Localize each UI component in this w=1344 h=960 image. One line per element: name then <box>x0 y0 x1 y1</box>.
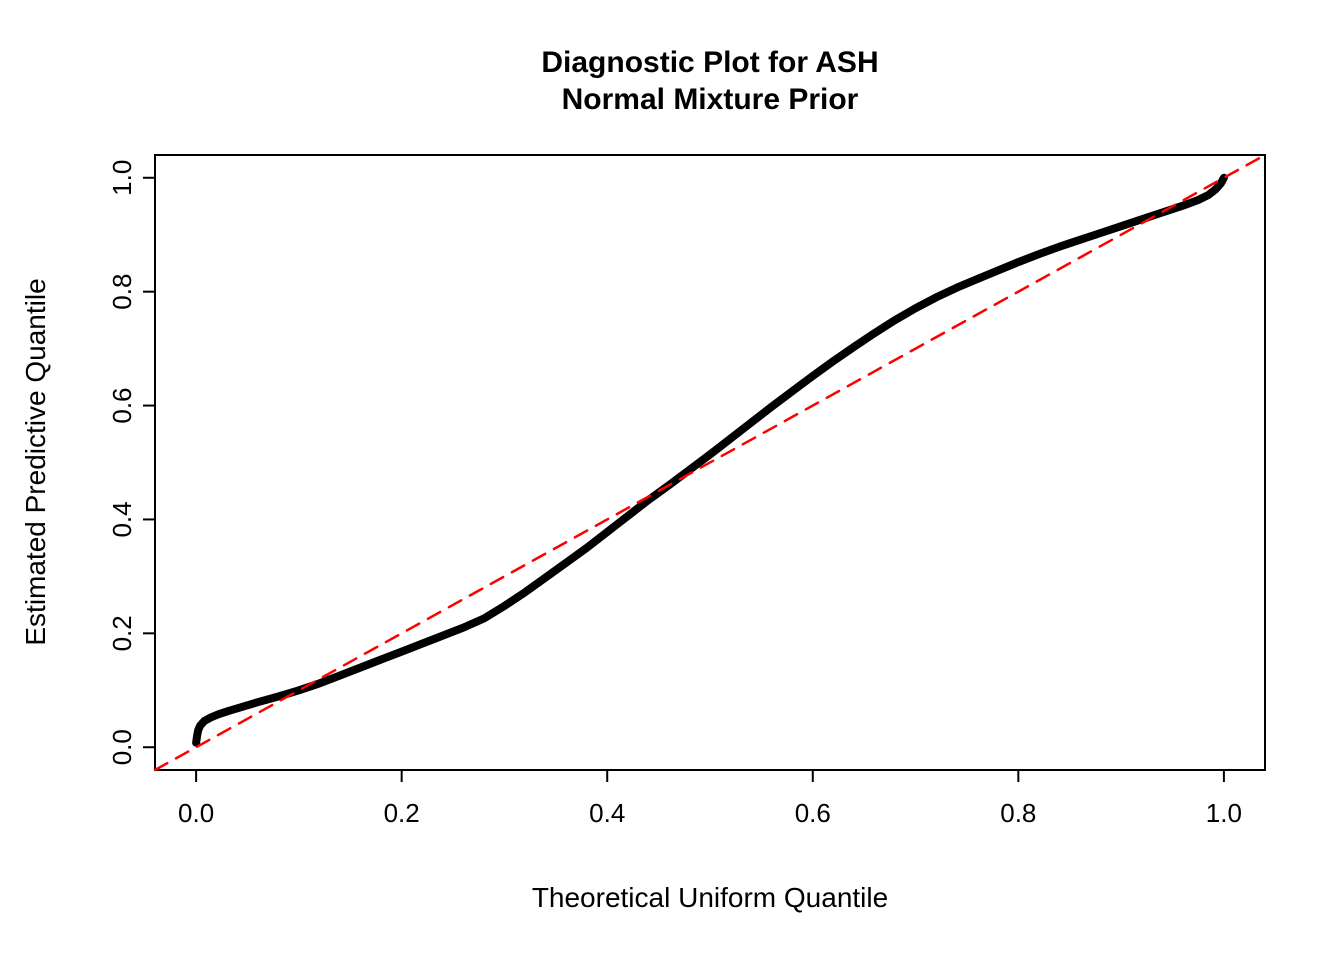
y-axis-tick-label: 1.0 <box>107 160 137 196</box>
plot-box <box>154 154 1266 771</box>
x-axis-tick-label: 0.8 <box>1000 798 1036 828</box>
y-axis-tick-label: 0.0 <box>107 729 137 765</box>
chart-title-line1: Diagnostic Plot for ASH <box>541 46 879 79</box>
x-axis-tick-label: 0.6 <box>795 798 831 828</box>
x-axis-tick-label: 0.4 <box>589 798 625 828</box>
x-axis-tick-label: 0.2 <box>384 798 420 828</box>
y-axis-tick-label: 0.6 <box>107 387 137 423</box>
y-axis-tick-label: 0.8 <box>107 274 137 310</box>
y-equals-x-reference <box>153 153 1267 772</box>
chart-title: Diagnostic Plot for ASH Normal Mixture P… <box>155 44 1265 118</box>
estimated-vs-theoretical-quantiles <box>192 173 1228 747</box>
x-axis-tick-label: 0.0 <box>178 798 214 828</box>
y-axis-tick-label: 0.4 <box>107 501 137 537</box>
x-axis-label: Theoretical Uniform Quantile <box>531 882 889 913</box>
y-axis-label: Estimated Predictive Quantile <box>20 278 51 646</box>
y-axis-tick-label: 0.2 <box>107 615 137 651</box>
x-axis-tick-label: 1.0 <box>1206 798 1242 828</box>
chart-title-line2: Normal Mixture Prior <box>561 83 859 116</box>
